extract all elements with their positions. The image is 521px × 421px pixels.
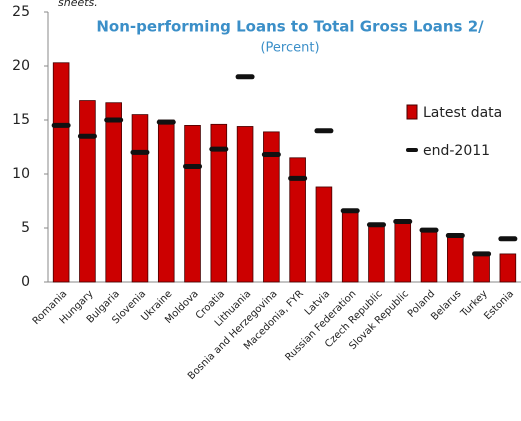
bar bbox=[420, 229, 438, 283]
bar bbox=[131, 114, 149, 283]
y-tick-label: 20 bbox=[12, 58, 30, 74]
legend-label: end-2011 bbox=[423, 143, 490, 159]
y-tick-label: 15 bbox=[12, 112, 30, 128]
y-tick-label: 10 bbox=[12, 166, 30, 182]
bar bbox=[289, 157, 306, 283]
bar bbox=[263, 131, 280, 283]
legend-swatch bbox=[406, 104, 418, 120]
legend-label: Latest data bbox=[423, 105, 502, 121]
y-tick-label: 0 bbox=[21, 274, 30, 290]
y-tick-label: 5 bbox=[21, 220, 30, 236]
bar bbox=[499, 253, 517, 283]
bar bbox=[105, 102, 122, 283]
chart-subtitle: (Percent) bbox=[260, 41, 319, 56]
bar bbox=[473, 253, 490, 283]
bar bbox=[184, 125, 201, 283]
bar bbox=[79, 100, 96, 283]
bar bbox=[210, 123, 228, 283]
note: sheets. bbox=[58, 0, 98, 9]
bar bbox=[341, 210, 359, 283]
bar bbox=[368, 225, 385, 283]
bar bbox=[394, 222, 412, 283]
y-tick-label: 25 bbox=[12, 4, 30, 20]
bar bbox=[52, 62, 70, 283]
bar bbox=[236, 126, 254, 283]
bar bbox=[157, 119, 175, 283]
x-tick-label: Estonia bbox=[482, 288, 516, 322]
bar bbox=[315, 186, 333, 283]
bar bbox=[447, 236, 464, 283]
chart-title: Non-performing Loans to Total Gross Loan… bbox=[96, 18, 484, 36]
